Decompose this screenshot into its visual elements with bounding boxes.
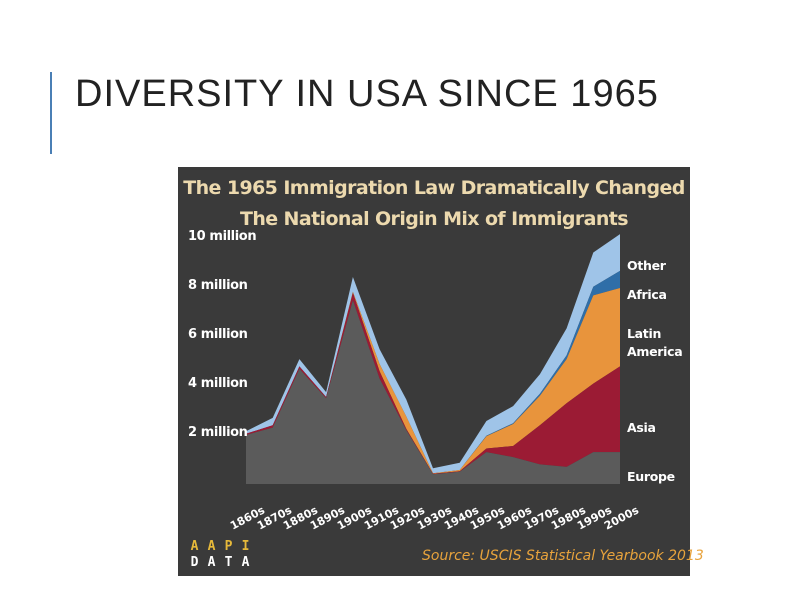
series-area-europe [246, 300, 620, 484]
chart-title-line1: The 1965 Immigration Law Dramatically Ch… [183, 177, 685, 199]
legend-europe: Europe [627, 469, 675, 484]
logo-letter: A [207, 555, 216, 570]
aapi-data-logo: A A P I D A T A [186, 540, 256, 570]
y-tick-label: 8 million [188, 278, 248, 293]
series-area-asia [246, 292, 620, 475]
legend-other: Other [627, 258, 666, 273]
y-tick-label: 10 million [188, 229, 257, 244]
logo-letter: A [241, 555, 250, 570]
logo-letter: I [241, 539, 250, 554]
chart-title-line2: The National Origin Mix of Immigrants [239, 208, 629, 230]
logo-letter: D [190, 555, 199, 570]
logo-letter: A [207, 539, 216, 554]
title-accent-bar [50, 72, 52, 154]
legend-latin-america-line1: Latin [627, 326, 662, 341]
chart-source-note: Source: USCIS Statistical Yearbook 2013 [422, 548, 704, 564]
area-chart [246, 234, 620, 484]
y-tick-label: 6 million [188, 327, 248, 342]
logo-letter: T [224, 555, 233, 570]
legend-africa: Africa [627, 287, 667, 302]
legend-latin-america-line2: America [627, 344, 683, 359]
logo-letter: A [190, 539, 199, 554]
legend-asia: Asia [627, 420, 656, 435]
logo-letter: P [224, 539, 233, 554]
chart-figure: The 1965 Immigration Law Dramatically Ch… [178, 167, 704, 576]
y-tick-label: 4 million [188, 376, 248, 391]
y-tick-label: 2 million [188, 425, 248, 440]
series-area-latin-america [246, 288, 620, 474]
slide-title: DIVERSITY IN USA SINCE 1965 [75, 73, 659, 115]
